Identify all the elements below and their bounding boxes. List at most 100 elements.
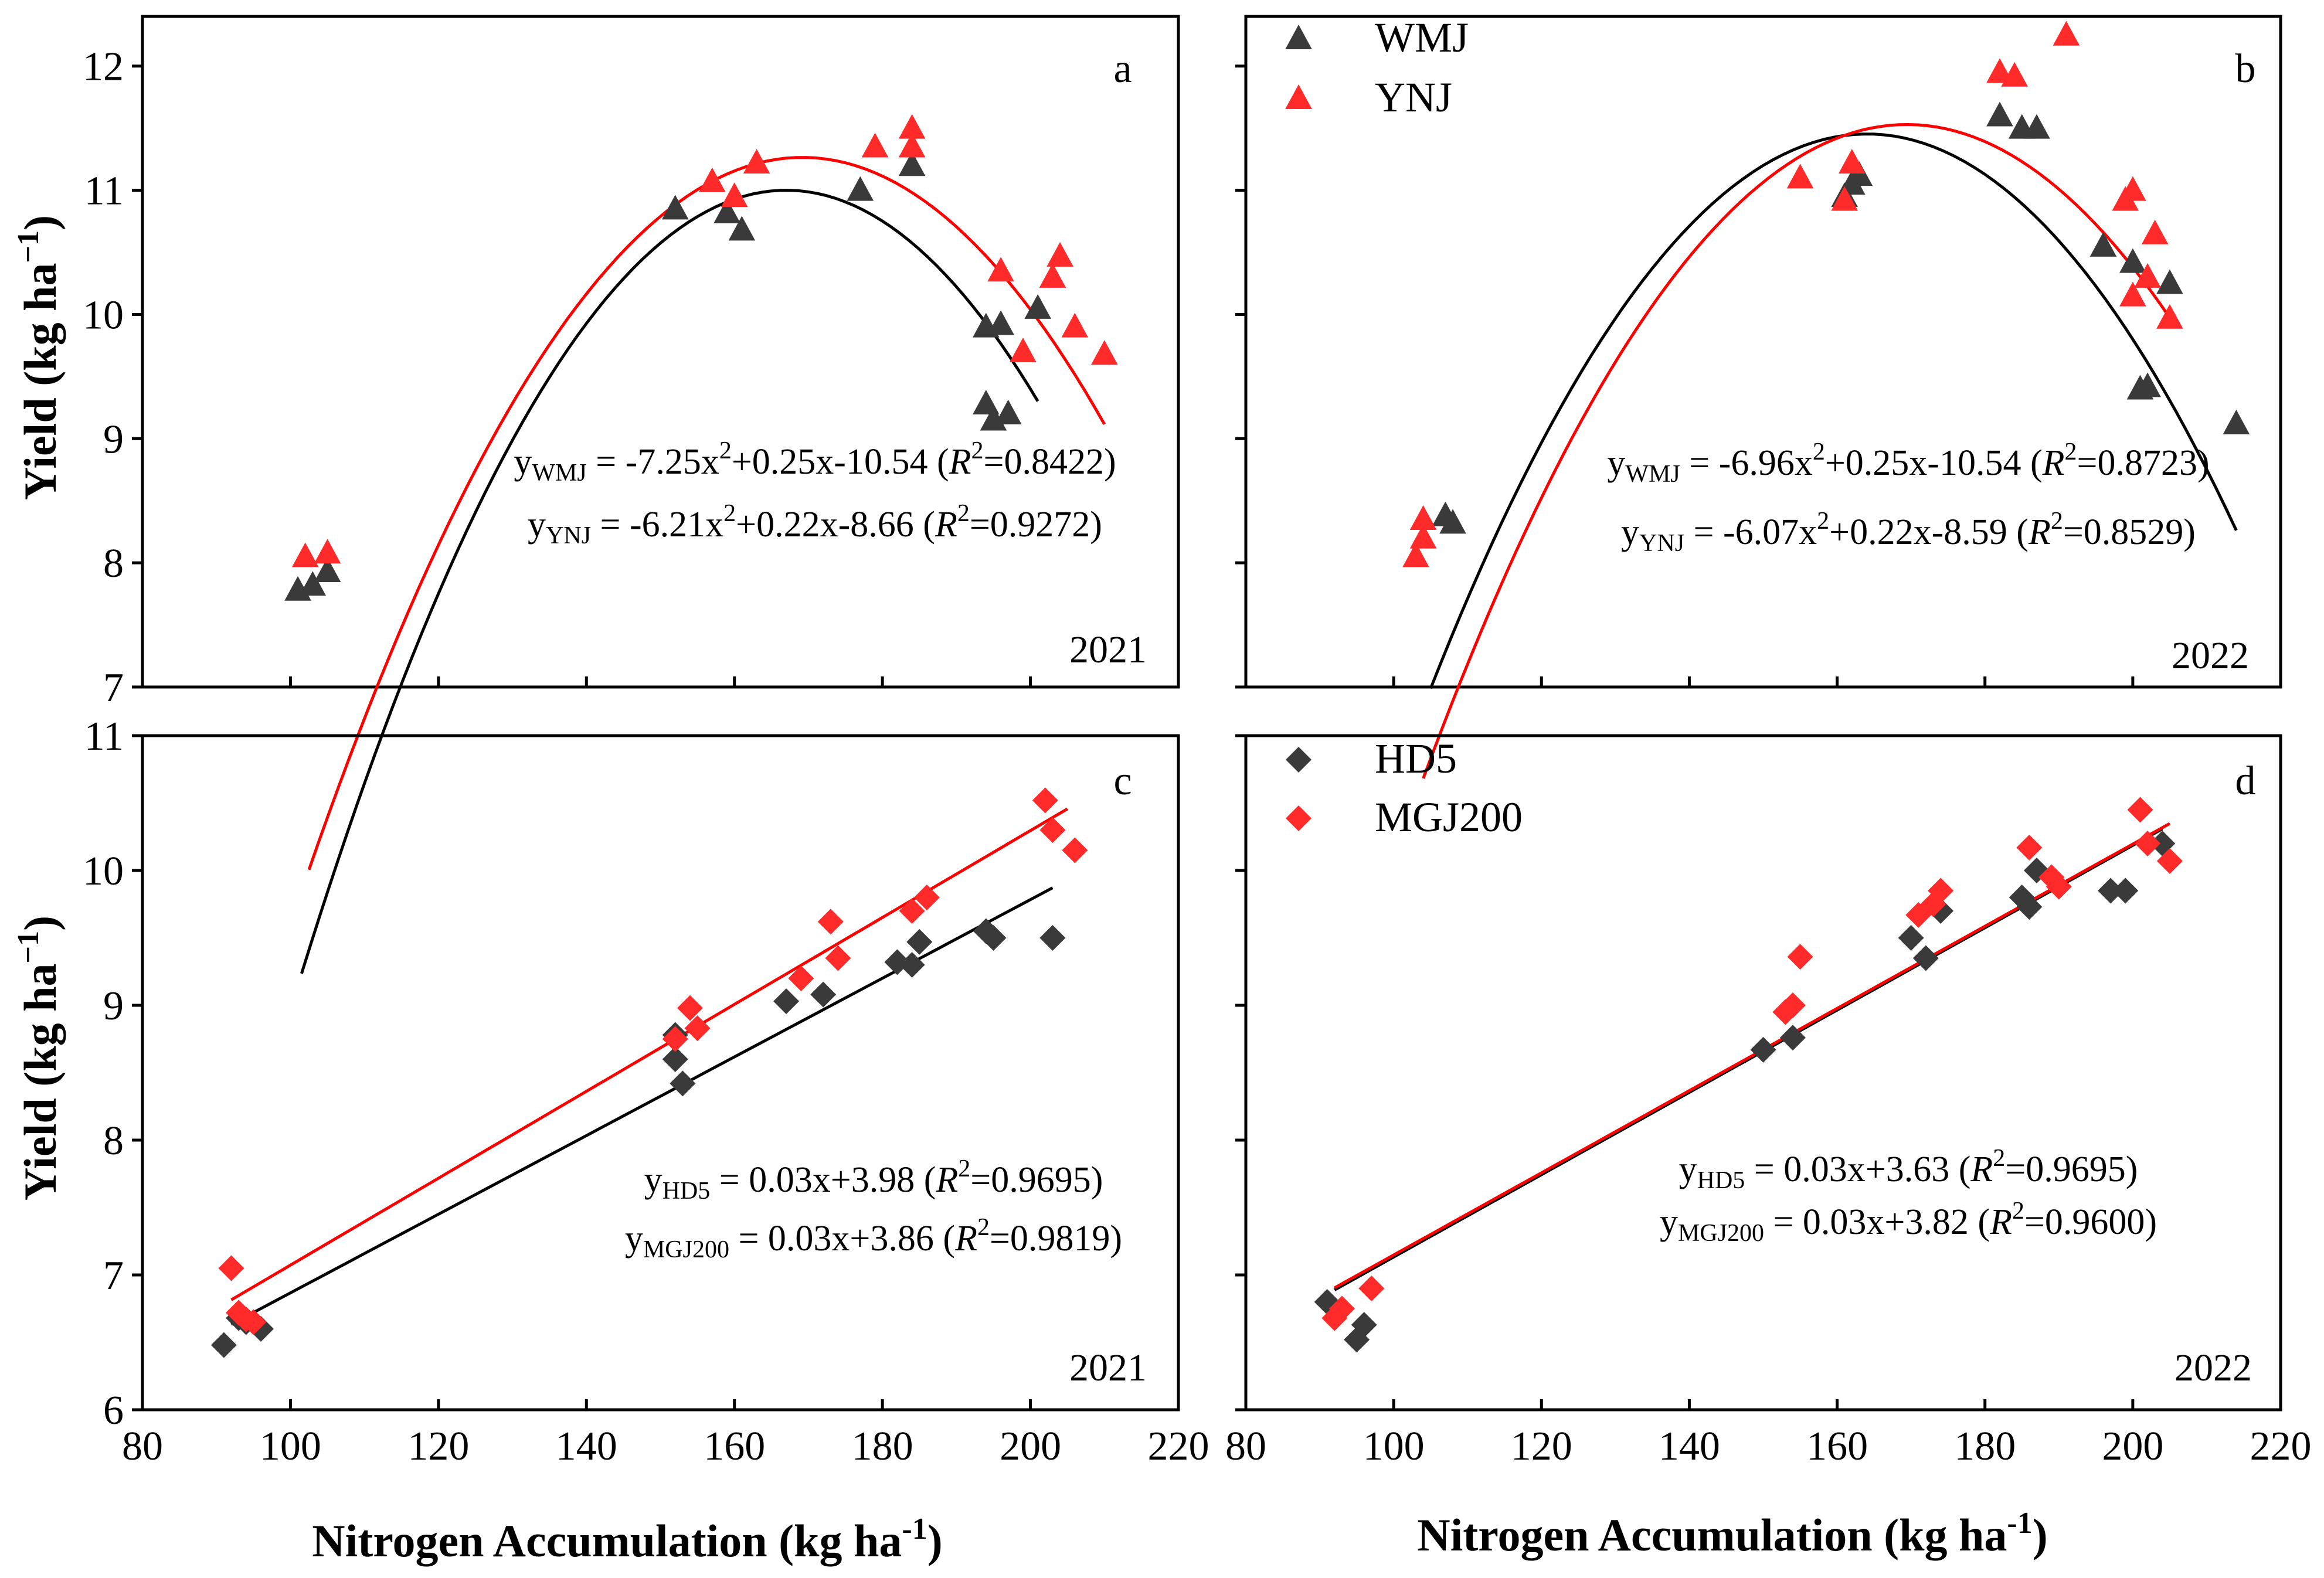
data-point-hd5 [2112, 878, 2139, 904]
data-point-ynj [1986, 58, 2013, 83]
data-point-ynj [2119, 281, 2146, 307]
data-point-hd5 [662, 1046, 688, 1072]
data-point-ynj [1409, 523, 1437, 549]
data-point-ynj [2141, 219, 2169, 244]
data-point-mgj200 [1779, 992, 1806, 1018]
data-point-wmj [1986, 101, 2013, 127]
data-point-wmj [2023, 114, 2050, 139]
y-tick-label: 7 [103, 1253, 124, 1298]
panel-d: 80 100 120 140 160 180 200 220 yHD5 = 0.03x+3.63… [1225, 734, 2312, 1469]
panel-letter: c [1113, 759, 1132, 804]
legend-label-wmj: WMJ [1375, 14, 1469, 61]
data-point-wmj [713, 198, 740, 223]
data-point-ynj [743, 148, 770, 174]
x-axis-title-right: Nitrogen Accumulation (kg ha-1) [1417, 1506, 2047, 1560]
y-tick-label: 10 [83, 849, 124, 894]
y-tick-label: 11 [84, 714, 124, 759]
data-point-hd5 [899, 952, 925, 978]
data-point-hd5 [1750, 1036, 1776, 1063]
data-point-ynj [699, 167, 726, 192]
data-point-wmj [728, 216, 756, 241]
regression-equation: yWMJ = -7.25x2+0.25x-10.54 (R2=0.8422) [514, 437, 1116, 487]
x-tick-label: 200 [1000, 1424, 1061, 1469]
data-point-mgj200 [817, 909, 844, 935]
plot-frame [1244, 15, 2282, 689]
x-tick-label: 120 [407, 1424, 469, 1469]
year-label: 2022 [2172, 634, 2249, 677]
data-point-hd5 [980, 925, 1007, 951]
x-tick-label: 120 [1511, 1424, 1572, 1469]
regression-equation: yMGJ200 = 0.03x+3.86 (R2=0.9819) [625, 1214, 1122, 1263]
data-point-wmj [2134, 372, 2161, 397]
panel-letter: a [1113, 46, 1132, 91]
panel-letter: d [2235, 759, 2256, 804]
data-point-mgj200 [2156, 848, 2183, 874]
data-point-wmj [314, 557, 341, 582]
data-point-mgj200 [788, 965, 814, 991]
data-point-mgj200 [1358, 1276, 1385, 1301]
legend-label-hd5: HD5 [1375, 735, 1457, 782]
y-tick-label: 8 [103, 1118, 124, 1164]
x-tick-label: 160 [704, 1424, 765, 1469]
fit-line-hd5 [230, 886, 1054, 1326]
data-point-mgj200 [899, 898, 925, 924]
data-point-wmj [661, 195, 689, 220]
data-point-wmj [847, 176, 874, 201]
regression-equation: yWMJ = -6.96x2+0.25x-10.54 (R2=0.8723) [1607, 438, 2209, 488]
regression-equation: yMGJ200 = 0.03x+3.82 (R2=0.9600) [1660, 1198, 2157, 1247]
data-point-ynj [898, 132, 926, 158]
data-point-ynj [1402, 542, 1429, 567]
regression-equation: yYNJ = -6.21x2+0.22x-8.66 (R2=0.9272) [528, 500, 1102, 549]
x-tick-label: 200 [2102, 1424, 2163, 1469]
plot-frame [1244, 734, 2282, 1412]
regression-equation: yHD5 = 0.03x+3.98 (R2=0.9695) [644, 1155, 1103, 1205]
data-point-hd5 [210, 1332, 237, 1358]
data-point-mgj200 [1032, 787, 1058, 814]
data-point-ynj [1786, 164, 1814, 189]
panel-b: yWMJ = -6.96x2+0.25x-10.54 (R2=0.8723) yY… [1235, 14, 2282, 779]
data-point-ynj [1061, 312, 1089, 338]
x-tick-label: 220 [2250, 1424, 2312, 1469]
data-point-ynj [2134, 263, 2161, 288]
data-point-ynj [898, 114, 926, 139]
data-point-ynj [987, 257, 1014, 282]
panel-c: 80 100 120 140 160 180 200 220 6 7 8 9 10 11 yHD5 = 0.… [83, 714, 1209, 1469]
data-point-hd5 [1912, 945, 1939, 971]
data-point-ynj [721, 182, 748, 208]
regression-equation: yYNJ = -6.07x2+0.22x-8.59 (R2=0.8529) [1621, 508, 2196, 557]
y-axis-title-top: Yield (kg ha−1) [12, 215, 66, 500]
fit-line-wmj [1429, 132, 2238, 689]
x-tick-label: 140 [556, 1424, 617, 1469]
year-label: 2021 [1069, 1346, 1147, 1389]
data-point-mgj200 [2127, 797, 2153, 823]
legend-marker-wmj [1285, 25, 1312, 49]
data-point-mgj200 [2016, 834, 2043, 861]
x-tick-label: 100 [260, 1424, 321, 1469]
data-point-mgj200 [1928, 878, 1954, 904]
data-point-ynj [861, 132, 889, 158]
data-point-ynj [2119, 176, 2146, 201]
data-point-wmj [2223, 409, 2250, 434]
data-point-ynj [291, 542, 319, 567]
year-label: 2022 [2174, 1346, 2252, 1389]
y-axis-title-bottom: Yield (kg ha−1) [12, 916, 66, 1200]
data-point-mgj200 [1039, 817, 1066, 843]
y-tick-label: 8 [103, 541, 124, 586]
x-tick-label: 220 [1148, 1424, 1209, 1469]
fit-line-ynj [1422, 123, 2171, 779]
regression-equation: yHD5 = 0.03x+3.63 (R2=0.9695) [1679, 1145, 2138, 1194]
data-point-hd5 [1039, 925, 1066, 951]
data-point-mgj200 [677, 995, 703, 1021]
data-point-hd5 [2098, 878, 2124, 904]
x-axis-title-left: Nitrogen Accumulation (kg ha-1) [312, 1512, 942, 1566]
year-label: 2021 [1069, 628, 1147, 671]
legend-label-ynj: YNJ [1375, 74, 1452, 121]
y-tick-label: 12 [83, 45, 124, 90]
data-point-ynj [314, 539, 341, 564]
data-point-wmj [2089, 232, 2117, 257]
data-point-wmj [898, 151, 926, 176]
data-point-hd5 [810, 981, 837, 1008]
x-tick-label: 180 [1954, 1424, 2016, 1469]
data-point-hd5 [1898, 925, 1924, 951]
